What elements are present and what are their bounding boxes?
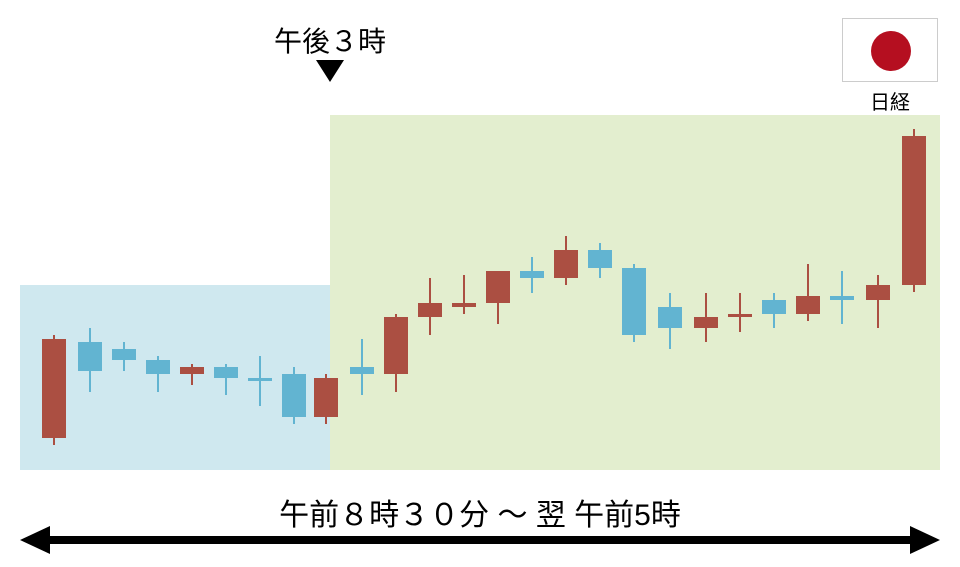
candlestick-chart — [20, 115, 940, 470]
time-marker-label: 午後３時 — [274, 20, 386, 60]
candle — [282, 115, 306, 470]
candle — [486, 115, 510, 470]
candle-body — [248, 378, 272, 382]
candle — [112, 115, 136, 470]
candle-body — [622, 268, 646, 335]
candle-body — [350, 367, 374, 374]
candle-body — [866, 285, 890, 299]
candle-body — [418, 303, 442, 317]
candle-body — [830, 296, 854, 300]
candle — [418, 115, 442, 470]
trading-hours-label: 午前８時３０分 〜 翌 午前5時 — [279, 490, 681, 534]
candle-body — [486, 271, 510, 303]
candle — [762, 115, 786, 470]
candle-body — [146, 360, 170, 374]
candle-body — [282, 374, 306, 417]
candle — [350, 115, 374, 470]
time-range-arrow-right-icon — [910, 526, 940, 554]
candle-wick — [259, 356, 261, 406]
candle — [588, 115, 612, 470]
candle-body — [762, 300, 786, 314]
candle-body — [214, 367, 238, 378]
candle — [146, 115, 170, 470]
candle-body — [554, 250, 578, 278]
candle — [180, 115, 204, 470]
candle-body — [314, 378, 338, 417]
candle — [694, 115, 718, 470]
candle — [452, 115, 476, 470]
candle — [622, 115, 646, 470]
candle — [314, 115, 338, 470]
candle-wick — [877, 275, 879, 328]
time-marker-triangle-icon — [316, 60, 344, 82]
candle-body — [728, 314, 752, 318]
candle — [248, 115, 272, 470]
candle-body — [658, 307, 682, 328]
candle-body — [78, 342, 102, 370]
candle — [830, 115, 854, 470]
candle-wick — [463, 275, 465, 314]
candle-wick — [739, 293, 741, 332]
candle — [866, 115, 890, 470]
candle — [796, 115, 820, 470]
candle-body — [42, 339, 66, 438]
candle-body — [588, 250, 612, 268]
candle — [42, 115, 66, 470]
candle-body — [520, 271, 544, 278]
candle-body — [796, 296, 820, 314]
candle — [902, 115, 926, 470]
time-range-arrow-line — [38, 536, 922, 544]
candle — [728, 115, 752, 470]
candle — [214, 115, 238, 470]
candle-body — [384, 317, 408, 374]
candle — [554, 115, 578, 470]
japan-flag-disc — [871, 31, 911, 71]
candle — [658, 115, 682, 470]
figure-root: { "canvas": { "width": 960, "height": 56… — [0, 0, 960, 567]
candle — [520, 115, 544, 470]
candle-body — [452, 303, 476, 307]
candle — [384, 115, 408, 470]
time-range-arrow-left-icon — [20, 526, 50, 554]
candle — [78, 115, 102, 470]
candle-body — [902, 136, 926, 285]
candle-body — [112, 349, 136, 360]
candle-body — [180, 367, 204, 374]
japan-flag-icon — [842, 18, 938, 82]
candle-body — [694, 317, 718, 328]
